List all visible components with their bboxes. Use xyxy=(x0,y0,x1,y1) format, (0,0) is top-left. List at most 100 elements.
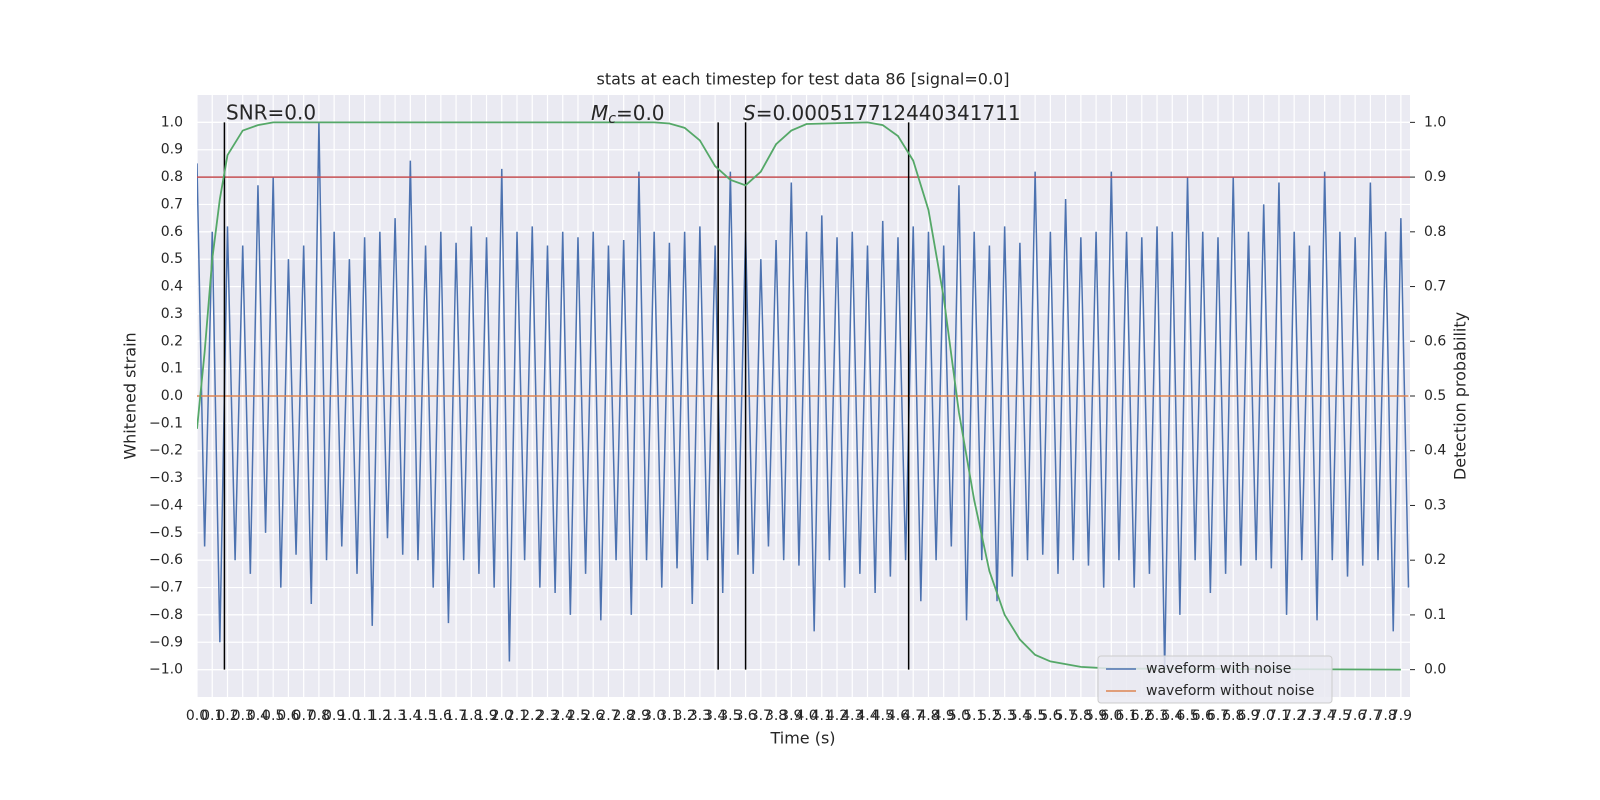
x-tick-label: 6.7 xyxy=(1207,708,1229,724)
x-tick-label: 3.7 xyxy=(750,708,772,724)
y-tick-label: 0.6 xyxy=(161,224,183,240)
y-tick-label: −0.5 xyxy=(149,525,183,541)
y-tick-label: 0.5 xyxy=(161,251,183,267)
y-tick-label: 1.0 xyxy=(161,114,183,130)
y-tick-label: 0.9 xyxy=(161,142,183,158)
y2-tick-label: 0.2 xyxy=(1424,552,1446,568)
x-tick-label: 5.4 xyxy=(1009,708,1031,724)
s-symbol: S xyxy=(743,101,756,125)
y-tick-label: −0.4 xyxy=(149,497,183,513)
x-tick-label: 2.1 xyxy=(506,708,528,724)
x-tick-label: 3.0 xyxy=(643,708,665,724)
x-tick-label: 5.7 xyxy=(1054,708,1076,724)
x-tick-label: 0.0 xyxy=(186,708,208,724)
x-tick-label: 3.5 xyxy=(719,708,741,724)
legend: waveform with noise waveform without nois… xyxy=(1097,655,1333,704)
marks xyxy=(197,121,1410,671)
x-tick-label: 0.9 xyxy=(323,708,345,724)
x-tick-label: 7.2 xyxy=(1283,708,1305,724)
y-tick-label: 0.3 xyxy=(161,306,183,322)
x-tick-label: 7.9 xyxy=(1390,708,1412,724)
x-tick-label: 4.5 xyxy=(872,708,894,724)
x-tick-label: 7.6 xyxy=(1344,708,1366,724)
x-tick-label: 6.2 xyxy=(1131,708,1153,724)
x-tick-label: 4.6 xyxy=(887,708,909,724)
y-tick-label: 0.2 xyxy=(161,333,183,349)
mc-annotation: Mc=0.0 xyxy=(591,101,665,128)
x-tick-label: 6.3 xyxy=(1146,708,1168,724)
x-tick-label: 2.2 xyxy=(521,708,543,724)
x-tick-label: 5.8 xyxy=(1070,708,1092,724)
x-tick-label: 1.0 xyxy=(338,708,360,724)
x-tick-label: 6.0 xyxy=(1100,708,1122,724)
x-tick-label: 3.6 xyxy=(734,708,756,724)
y-tick-label: 0.1 xyxy=(161,361,183,377)
mc-subscript: c xyxy=(608,111,616,127)
x-tick-label: 3.9 xyxy=(780,708,802,724)
x-tick-label: 4.4 xyxy=(856,708,878,724)
x-tick-label: 6.4 xyxy=(1161,708,1183,724)
x-tick-label: 2.5 xyxy=(567,708,589,724)
x-tick-label: 7.0 xyxy=(1253,708,1275,724)
x-tick-label: 1.4 xyxy=(399,708,421,724)
s-value: =0.000517712440341711 xyxy=(756,101,1021,125)
x-tick-label: 4.7 xyxy=(902,708,924,724)
x-tick-label: 5.9 xyxy=(1085,708,1107,724)
x-tick-label: 7.5 xyxy=(1329,708,1351,724)
legend-label: waveform without noise xyxy=(1146,683,1314,699)
legend-box xyxy=(1097,655,1333,704)
y2-tick-label: 0.7 xyxy=(1424,279,1446,295)
y-tick-label: −0.7 xyxy=(149,580,183,596)
y-tick-label: −0.8 xyxy=(149,607,183,623)
y2-tick-label: 0.0 xyxy=(1424,662,1446,678)
snr-annotation: SNR=0.0 xyxy=(226,101,316,125)
y2-tick-label: 1.0 xyxy=(1424,114,1446,130)
x-tick-label: 4.9 xyxy=(933,708,955,724)
x-tick-label: 2.3 xyxy=(536,708,558,724)
y-tick-label: 0.4 xyxy=(161,279,183,295)
x-tick-label: 2.0 xyxy=(491,708,513,724)
probability-line xyxy=(197,121,1401,671)
x-tick-label: 1.1 xyxy=(353,708,375,724)
x-tick-label: 5.2 xyxy=(978,708,1000,724)
y-tick-label: −0.3 xyxy=(149,470,183,486)
y-axis-label: Whitened strain xyxy=(121,332,140,459)
y-tick-label: −1.0 xyxy=(149,662,183,678)
x-tick-label: 2.8 xyxy=(613,708,635,724)
y2-tick-label: 0.1 xyxy=(1424,607,1446,623)
x-tick-label: 1.2 xyxy=(369,708,391,724)
x-tick-label: 5.3 xyxy=(994,708,1016,724)
x-tick-label: 1.6 xyxy=(430,708,452,724)
x-axis-label: Time (s) xyxy=(769,729,835,748)
x-tick-label: 4.2 xyxy=(826,708,848,724)
x-tick-label: 0.3 xyxy=(232,708,254,724)
x-tick-label: 5.6 xyxy=(1039,708,1061,724)
x-tick-label: 6.9 xyxy=(1237,708,1259,724)
y2-tick-label: 0.5 xyxy=(1424,388,1446,404)
x-tick-label: 0.5 xyxy=(262,708,284,724)
s-annotation: S=0.000517712440341711 xyxy=(743,101,1021,125)
mc-value: =0.0 xyxy=(616,101,665,125)
x-tick-label: 2.7 xyxy=(597,708,619,724)
x-tick-label: 4.0 xyxy=(795,708,817,724)
x-tick-label: 0.7 xyxy=(293,708,315,724)
x-tick-label: 6.8 xyxy=(1222,708,1244,724)
x-tick-label: 0.2 xyxy=(216,708,238,724)
y-tick-label: −0.6 xyxy=(149,552,183,568)
x-tick-label: 0.8 xyxy=(308,708,330,724)
y2-tick-label: 0.6 xyxy=(1424,333,1446,349)
mc-symbol: M xyxy=(591,101,608,125)
x-tick-label: 7.4 xyxy=(1314,708,1336,724)
x-tick-label: 5.0 xyxy=(948,708,970,724)
legend-label: waveform with noise xyxy=(1146,661,1291,677)
x-tick-label: 3.8 xyxy=(765,708,787,724)
x-tick-label: 6.1 xyxy=(1115,708,1137,724)
x-tick-label: 4.1 xyxy=(811,708,833,724)
x-tick-label: 0.1 xyxy=(201,708,223,724)
y2-tick-label: 0.4 xyxy=(1424,443,1446,459)
y-tick-label: −0.2 xyxy=(149,443,183,459)
x-tick-label: 3.3 xyxy=(689,708,711,724)
x-tick-label: 1.5 xyxy=(414,708,436,724)
x-tick-label: 6.6 xyxy=(1192,708,1214,724)
x-tick-label: 1.3 xyxy=(384,708,406,724)
